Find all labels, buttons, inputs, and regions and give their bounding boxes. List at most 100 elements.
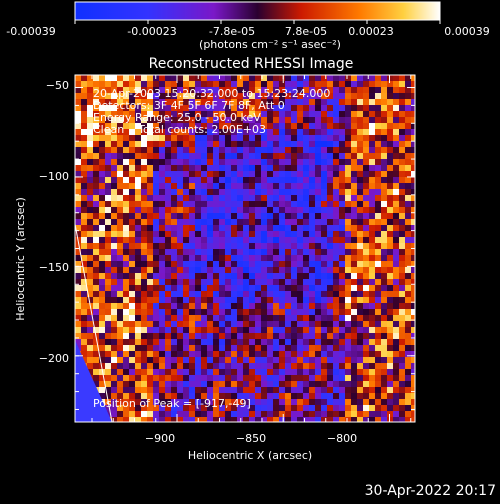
heatmap-cell: [279, 345, 285, 351]
heatmap-cell: [351, 363, 357, 369]
heatmap-cell: [231, 363, 237, 369]
heatmap-cell: [381, 219, 387, 225]
heatmap-cell: [261, 387, 267, 393]
heatmap-cell: [327, 339, 333, 345]
heatmap-cell: [363, 417, 369, 422]
heatmap-cell: [237, 99, 243, 105]
heatmap-cell: [303, 159, 309, 165]
heatmap-cell: [153, 249, 159, 255]
heatmap-cell: [129, 147, 135, 153]
heatmap-cell: [243, 411, 249, 417]
heatmap-cell: [189, 417, 195, 422]
heatmap-cell: [237, 405, 243, 411]
heatmap-cell: [123, 261, 129, 267]
heatmap-cell: [195, 207, 201, 213]
heatmap-cell: [135, 321, 141, 327]
heatmap-cell: [93, 381, 99, 387]
heatmap-cell: [327, 147, 333, 153]
heatmap-cell: [129, 375, 135, 381]
heatmap-cell: [393, 375, 399, 381]
heatmap-cell: [81, 297, 87, 303]
heatmap-cell: [135, 279, 141, 285]
heatmap-cell: [339, 345, 345, 351]
heatmap-cell: [267, 141, 273, 147]
heatmap-cell: [135, 405, 141, 411]
heatmap-cell: [363, 261, 369, 267]
heatmap-cell: [291, 249, 297, 255]
heatmap-cell: [183, 393, 189, 399]
heatmap-cell: [297, 267, 303, 273]
heatmap-cell: [285, 75, 291, 81]
heatmap-cell: [165, 117, 171, 123]
heatmap-cell: [315, 297, 321, 303]
heatmap-cell: [273, 87, 279, 93]
heatmap-cell: [171, 165, 177, 171]
heatmap-cell: [183, 219, 189, 225]
heatmap-cell: [381, 417, 387, 422]
heatmap-cell: [237, 417, 243, 422]
heatmap-cell: [117, 261, 123, 267]
heatmap-cell: [237, 297, 243, 303]
heatmap-cell: [225, 351, 231, 357]
heatmap-cell: [327, 297, 333, 303]
heatmap-cell: [183, 87, 189, 93]
heatmap-cell: [153, 117, 159, 123]
heatmap-cell: [231, 249, 237, 255]
heatmap-cell: [399, 147, 405, 153]
heatmap-cell: [339, 159, 345, 165]
heatmap-cell: [195, 375, 201, 381]
heatmap-cell: [201, 321, 207, 327]
heatmap-cell: [399, 363, 405, 369]
heatmap-cell: [117, 363, 123, 369]
heatmap-cell: [387, 237, 393, 243]
heatmap-cell: [411, 231, 415, 237]
heatmap-cell: [303, 165, 309, 171]
heatmap-cell: [357, 267, 363, 273]
heatmap-cell: [291, 207, 297, 213]
heatmap-cell: [357, 75, 363, 81]
heatmap-cell: [405, 87, 411, 93]
heatmap-cell: [339, 321, 345, 327]
heatmap-cell: [273, 237, 279, 243]
heatmap-cell: [327, 129, 333, 135]
heatmap-cell: [87, 87, 93, 93]
heatmap-cell: [87, 345, 93, 351]
heatmap-cell: [405, 327, 411, 333]
heatmap-cell: [381, 201, 387, 207]
heatmap-cell: [309, 159, 315, 165]
heatmap-cell: [123, 219, 129, 225]
heatmap-cell: [99, 345, 105, 351]
heatmap-cell: [297, 135, 303, 141]
heatmap-cell: [129, 333, 135, 339]
heatmap-cell: [297, 153, 303, 159]
heatmap-cell: [243, 153, 249, 159]
heatmap-cell: [105, 213, 111, 219]
heatmap-cell: [213, 309, 219, 315]
heatmap-cell: [351, 345, 357, 351]
heatmap-cell: [297, 207, 303, 213]
heatmap-cell: [207, 237, 213, 243]
heatmap-cell: [213, 129, 219, 135]
heatmap-cell: [99, 213, 105, 219]
heatmap-cell: [177, 189, 183, 195]
heatmap-cell: [339, 273, 345, 279]
heatmap-cell: [357, 207, 363, 213]
heatmap-cell: [357, 165, 363, 171]
heatmap-cell: [171, 303, 177, 309]
heatmap-cell: [261, 99, 267, 105]
heatmap-cell: [141, 411, 147, 417]
heatmap-cell: [357, 297, 363, 303]
heatmap-cell: [123, 291, 129, 297]
heatmap-cell: [93, 123, 99, 129]
heatmap-cell: [279, 417, 285, 422]
heatmap-cell: [333, 237, 339, 243]
heatmap-cell: [399, 123, 405, 129]
heatmap-cell: [405, 183, 411, 189]
heatmap-cell: [255, 375, 261, 381]
heatmap-cell: [213, 243, 219, 249]
heatmap-cell: [147, 351, 153, 357]
info-time-range: 20-Apr-2003 15:20:32.000 to 15:23:24.000: [93, 87, 330, 100]
heatmap-cell: [219, 399, 225, 405]
heatmap-cell: [171, 135, 177, 141]
heatmap-cell: [117, 243, 123, 249]
